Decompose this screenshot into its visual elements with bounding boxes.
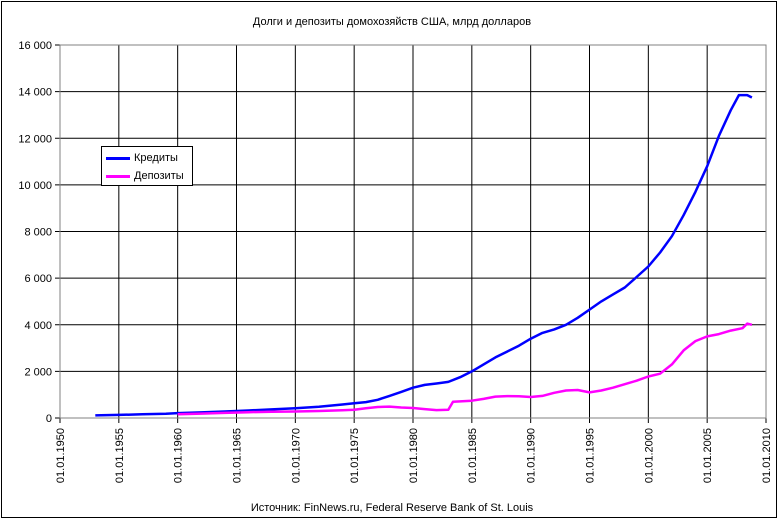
y-tick-label: 4 000 (24, 320, 52, 332)
y-tick-label: 16 000 (18, 40, 52, 52)
legend-item-deposits: Депозиты (106, 169, 184, 183)
x-tick-label: 01.01.1955 (114, 428, 126, 483)
series-line-deposits (177, 322, 753, 416)
x-tick-label: 01.01.1950 (55, 428, 67, 483)
y-tick-label: 10 000 (18, 180, 52, 192)
x-tick-label: 01.01.1995 (585, 428, 597, 483)
legend-item-credits: Кредиты (106, 151, 178, 165)
chart-title: Долги и депозиты домохозяйств США, млрд … (252, 16, 532, 28)
x-tick-label: 01.01.2005 (702, 428, 714, 483)
x-tick-label: 01.01.1960 (173, 428, 185, 483)
y-tick-label: 8 000 (24, 227, 52, 239)
x-tick-label: 01.01.1975 (349, 428, 361, 483)
x-tick-label: 01.01.1965 (232, 428, 244, 483)
x-tick-label: 01.01.1970 (290, 428, 302, 483)
legend: Кредиты Депозиты (101, 146, 193, 186)
legend-swatch-credits (106, 156, 130, 160)
x-tick-label: 01.01.1985 (467, 428, 479, 483)
legend-label-deposits: Депозиты (134, 170, 184, 182)
y-tick-label: 6 000 (24, 273, 52, 285)
legend-swatch-deposits (106, 174, 130, 178)
x-tick-label: 01.01.1980 (408, 428, 420, 483)
chart-source: Источник: FinNews.ru, Federal Reserve Ba… (250, 502, 534, 514)
series-line-credits (95, 93, 753, 417)
plot-border (59, 44, 767, 419)
x-tick-label: 01.01.2010 (761, 428, 773, 483)
x-tick-label: 01.01.2000 (643, 428, 655, 483)
y-tick-label: 0 (46, 413, 52, 425)
y-tick-label: 2 000 (24, 366, 52, 378)
y-tick-label: 12 000 (18, 133, 52, 145)
legend-label-credits: Кредиты (134, 152, 178, 164)
y-tick-label: 14 000 (18, 87, 52, 99)
x-tick-label: 01.01.1990 (526, 428, 538, 483)
